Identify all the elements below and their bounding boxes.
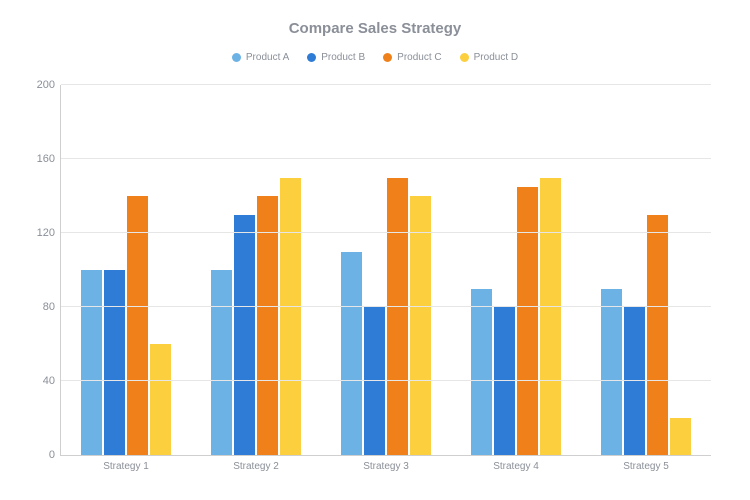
- bar-productC[interactable]: [127, 196, 148, 455]
- legend-swatch-icon: [307, 53, 316, 62]
- x-axis-label: Strategy 1: [103, 455, 149, 472]
- bar-productC[interactable]: [517, 187, 538, 455]
- legend-item-productD[interactable]: Product D: [460, 52, 518, 63]
- bar-productA[interactable]: [341, 252, 362, 456]
- y-axis-label: 160: [37, 153, 61, 165]
- bar-productA[interactable]: [211, 270, 232, 455]
- x-axis-label: Strategy 2: [233, 455, 279, 472]
- x-axis-label: Strategy 4: [493, 455, 539, 472]
- chart: Compare Sales Strategy Product AProduct …: [0, 0, 750, 500]
- bar-productD[interactable]: [540, 178, 561, 456]
- bar-productC[interactable]: [257, 196, 278, 455]
- bar-productD[interactable]: [670, 418, 691, 455]
- grid-line: [61, 158, 711, 159]
- legend-item-productB[interactable]: Product B: [307, 52, 365, 63]
- bar-productB[interactable]: [624, 307, 645, 455]
- y-axis-label: 80: [43, 301, 61, 313]
- bar-productD[interactable]: [280, 178, 301, 456]
- x-axis-label: Strategy 5: [623, 455, 669, 472]
- grid-line: [61, 232, 711, 233]
- chart-title: Compare Sales Strategy: [0, 20, 750, 37]
- bar-productC[interactable]: [387, 178, 408, 456]
- bar-productD[interactable]: [410, 196, 431, 455]
- y-axis-label: 40: [43, 375, 61, 387]
- legend-label: Product B: [321, 52, 365, 63]
- bar-productB[interactable]: [104, 270, 125, 455]
- grid-line: [61, 306, 711, 307]
- legend-swatch-icon: [232, 53, 241, 62]
- legend-label: Product C: [397, 52, 441, 63]
- bar-productC[interactable]: [647, 215, 668, 456]
- plot-area: 04080120160200Strategy 1Strategy 2Strate…: [60, 85, 711, 456]
- bar-productB[interactable]: [364, 307, 385, 455]
- y-axis-label: 120: [37, 227, 61, 239]
- legend-label: Product A: [246, 52, 289, 63]
- bar-productB[interactable]: [494, 307, 515, 455]
- bar-productA[interactable]: [471, 289, 492, 456]
- bar-productD[interactable]: [150, 344, 171, 455]
- legend-swatch-icon: [460, 53, 469, 62]
- legend-item-productA[interactable]: Product A: [232, 52, 289, 63]
- x-axis-label: Strategy 3: [363, 455, 409, 472]
- bars-layer: [61, 85, 711, 455]
- bar-productB[interactable]: [234, 215, 255, 456]
- legend-swatch-icon: [383, 53, 392, 62]
- bar-productA[interactable]: [81, 270, 102, 455]
- grid-line: [61, 380, 711, 381]
- legend: Product A Product B Product C Product D: [0, 52, 750, 63]
- legend-label: Product D: [474, 52, 518, 63]
- bar-productA[interactable]: [601, 289, 622, 456]
- grid-line: [61, 84, 711, 85]
- y-axis-label: 200: [37, 79, 61, 91]
- legend-item-productC[interactable]: Product C: [383, 52, 441, 63]
- y-axis-label: 0: [49, 449, 61, 461]
